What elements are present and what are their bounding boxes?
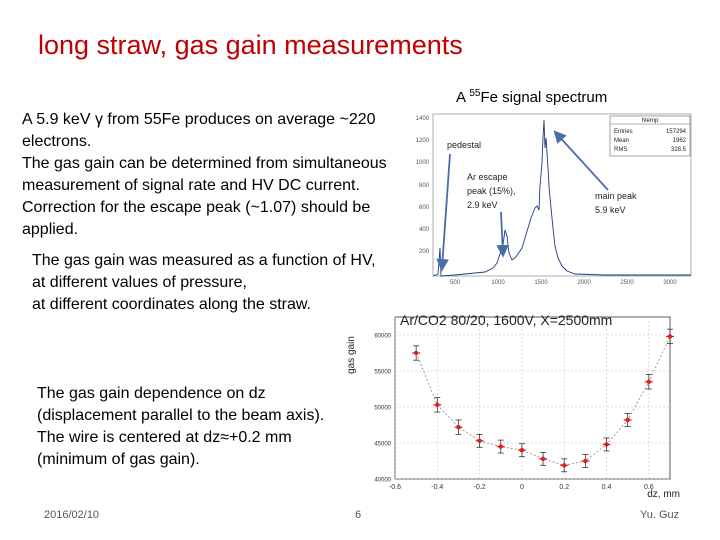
spectrum-y-tick: 800 (419, 183, 430, 189)
spectrum-y-tick: 600 (419, 205, 430, 211)
chart-point (604, 442, 609, 447)
measurement-line: at different coordinates along the straw… (32, 296, 311, 313)
chart-point (625, 417, 630, 423)
main-peak-arrow (553, 130, 609, 191)
footer-author: Yu. Guz (640, 509, 680, 521)
escape-label: 2.9 keV (467, 200, 498, 210)
chart-x-tick: -0.6 (389, 484, 401, 491)
stats-box: htemp Entries 157294 Mean 1962 RMS 328.5 (609, 115, 691, 157)
chart-x-tick: 0.2 (559, 484, 569, 491)
intro-line: A 5.9 keV γ from 55Fe produces on averag… (22, 111, 376, 128)
spectrum-x-tick: 3000 (663, 280, 677, 286)
chart-point (477, 438, 482, 444)
chart-point (646, 379, 652, 384)
chart-x-tick: 0.4 (602, 484, 612, 491)
chart-point (413, 350, 419, 356)
spectrum-x-tick: 1500 (534, 280, 548, 286)
chart-point (456, 424, 461, 430)
stats-name: htemp (642, 118, 659, 124)
chart-grid (394, 317, 670, 480)
chart-point (562, 463, 567, 468)
intro-line: The gas gain can be determined from simu… (22, 155, 387, 172)
footer-date: 2016/02/10 (44, 509, 100, 521)
chart-x-tick: 0 (520, 484, 524, 491)
measurement-line: The gas gain was measured as a function … (32, 252, 376, 269)
spectrum-y-tick: 1400 (416, 116, 430, 122)
dz-line: (minimum of gas gain). (37, 451, 200, 468)
chart-point (498, 444, 503, 449)
spectrum-caption-rest: Fe signal spectrum (480, 89, 608, 106)
chart-y-tick: 55000 (374, 370, 391, 376)
chart-point (435, 402, 440, 408)
measurement-line: at different values of pressure, (32, 274, 247, 291)
escape-label: Ar escape (467, 172, 508, 182)
isotope-mass: 55 (469, 88, 481, 99)
spectrum-caption: A 55Fe signal spectrum (456, 88, 607, 106)
dz-line: The wire is centered at dz≈+0.2 mm (37, 429, 292, 446)
chart-x-label: dz, mm (647, 489, 680, 500)
intro-line: applied. (22, 221, 79, 238)
stats-frame (609, 115, 691, 157)
chart-y-tick: 45000 (374, 442, 391, 448)
chart-frame (394, 316, 671, 480)
stats-value: 328.5 (671, 147, 687, 153)
pedestal-label: pedestal (447, 140, 481, 150)
stats-value: 157294 (666, 129, 687, 135)
chart-x-tick: 0.6 (644, 484, 654, 491)
main-peak-label: 5.9 keV (595, 205, 626, 215)
intro-paragraph: A 5.9 keV γ from 55Fe produces on averag… (22, 109, 387, 241)
chart-point (519, 448, 525, 453)
spectrum-caption-prefix: A (456, 89, 470, 106)
footer-page-number: 6 (355, 509, 362, 521)
spectrum-x-tick: 500 (450, 280, 461, 286)
chart-x-tick: -0.4 (431, 484, 443, 491)
intro-line: Correction for the escape peak (~1.07) s… (22, 199, 371, 216)
spectrum-x-tick: 2000 (577, 280, 591, 286)
escape-arrow (496, 211, 509, 258)
chart-y-tick: 50000 (374, 406, 391, 412)
main-peak-label: main peak (595, 191, 637, 201)
escape-label: peak (15%), (467, 186, 516, 196)
stats-label: Mean (614, 138, 629, 144)
slide-title: long straw, gas gain measurements (38, 30, 463, 60)
measurement-paragraph: The gas gain was measured as a function … (32, 250, 376, 316)
dz-line: The gas gain dependence on dz (37, 385, 266, 402)
gain-chart: -0.6 -0.4 -0.2 0 0.2 0.4 0.6 40000 45000 50000 550… (346, 312, 680, 500)
spectrum-y-tick: 1200 (416, 138, 430, 144)
chart-point (583, 458, 588, 464)
chart-y-tick: 40000 (374, 478, 391, 484)
chart-y-label: gas gain (346, 336, 357, 374)
pedestal-arrow (436, 153, 451, 272)
spectrum-plot: 1400 1200 1000 800 600 400 200 500 1000 … (416, 113, 692, 286)
chart-point (667, 334, 673, 339)
spectrum-x-tick: 2500 (620, 280, 634, 286)
spectrum-y-tick: 1000 (416, 160, 430, 166)
intro-line: measurement of signal rate and HV DC cur… (22, 177, 360, 194)
stats-value: 1962 (673, 138, 687, 144)
spectrum-histogram (432, 119, 691, 277)
chart-title: Ar/CO2 80/20, 1600V, X=2500mm (400, 312, 612, 328)
chart-ticks: -0.6 -0.4 -0.2 0 0.2 0.4 0.6 40000 45000 50000 550… (374, 334, 654, 492)
dz-line: (displacement parallel to the beam axis)… (37, 407, 325, 424)
stats-label: Entries (614, 129, 633, 135)
spectrum-y-tick: 400 (419, 227, 430, 233)
stats-label: RMS (614, 147, 627, 153)
intro-line: electrons. (22, 133, 92, 150)
chart-x-tick: -0.2 (474, 484, 486, 491)
dz-paragraph: The gas gain dependence on dz (displacem… (37, 383, 324, 471)
chart-point (540, 456, 546, 462)
spectrum-y-tick: 200 (419, 249, 430, 255)
spectrum-x-tick: 1000 (491, 280, 505, 286)
chart-y-tick: 60000 (374, 334, 391, 340)
chart-points (412, 328, 674, 473)
